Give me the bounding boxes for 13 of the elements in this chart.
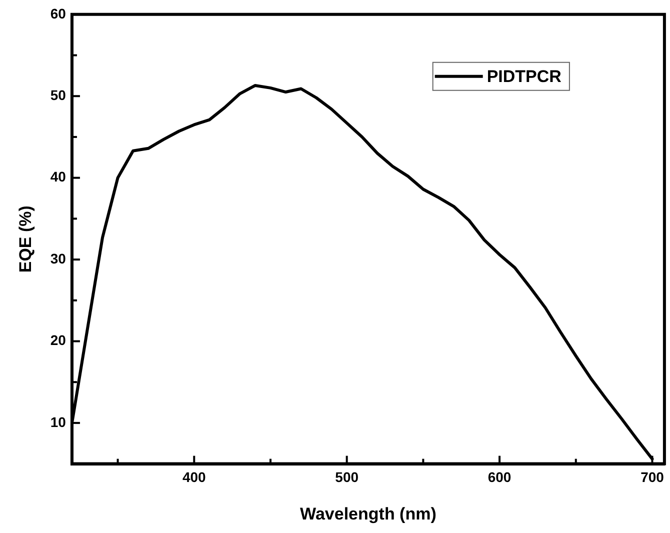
- y-tick-label: 60: [50, 5, 66, 22]
- y-tick-label: 50: [50, 86, 66, 103]
- y-tick-label: 40: [50, 168, 66, 185]
- x-tick-label: 600: [488, 469, 512, 486]
- x-tick-label: 500: [335, 469, 359, 486]
- y-axis-title: EQE (%): [16, 206, 35, 273]
- x-tick-label: 400: [182, 469, 206, 486]
- legend-label: PIDTPCR: [486, 67, 562, 86]
- x-tick-label: 700: [640, 469, 664, 486]
- y-tick-label: 20: [50, 332, 66, 348]
- x-axis-title: Wavelength (nm): [300, 504, 436, 524]
- y-tick-label: 10: [50, 414, 66, 430]
- y-tick-label: 30: [50, 250, 66, 266]
